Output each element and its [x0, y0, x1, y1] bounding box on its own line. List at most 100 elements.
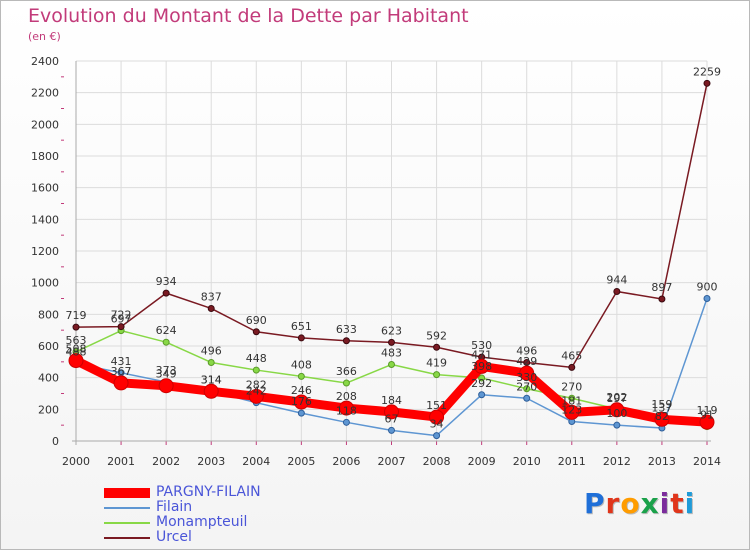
- data-point: [568, 363, 576, 371]
- chart-unit-label: (en €): [28, 30, 61, 43]
- data-point: [658, 295, 666, 303]
- data-point: [297, 409, 305, 417]
- data-point: [613, 421, 621, 429]
- logo-letter: r: [605, 487, 621, 520]
- y-tick-label: 600: [38, 340, 59, 353]
- data-point: [523, 385, 531, 393]
- data-point: [72, 323, 80, 331]
- data-label: 429: [516, 355, 537, 368]
- x-tick-label: 2007: [378, 455, 406, 468]
- data-point: [338, 400, 354, 416]
- legend-swatch: [104, 522, 150, 524]
- logo-letter: i: [684, 487, 696, 520]
- data-point: [342, 337, 350, 345]
- data-label: 496: [516, 344, 537, 357]
- data-label: 118: [336, 404, 357, 417]
- y-tick-label: 200: [38, 403, 59, 416]
- data-label: 82: [655, 410, 669, 423]
- data-label: 633: [336, 323, 357, 336]
- data-label: 722: [111, 309, 132, 322]
- data-label: 651: [291, 320, 312, 333]
- data-label: 563: [66, 334, 87, 347]
- data-label: 373: [156, 364, 177, 377]
- y-tick-label: 2000: [31, 118, 59, 131]
- data-label: 282: [246, 378, 267, 391]
- logo-letter: i: [659, 487, 671, 520]
- data-point: [613, 288, 621, 296]
- data-label: 624: [156, 324, 177, 337]
- data-point: [609, 402, 625, 418]
- data-point: [433, 432, 441, 440]
- y-tick-label: 2400: [31, 55, 59, 68]
- data-label: 184: [381, 394, 402, 407]
- data-point: [297, 372, 305, 380]
- data-label: 151: [426, 399, 447, 412]
- data-label: 483: [381, 347, 402, 360]
- logo-letter: o: [620, 487, 641, 520]
- x-tick-label: 2001: [107, 455, 135, 468]
- data-point: [342, 418, 350, 426]
- data-label: 202: [606, 391, 627, 404]
- data-point: [519, 365, 535, 381]
- data-label: 34: [430, 418, 444, 431]
- legend-label: PARGNY-FILAIN: [156, 484, 261, 500]
- data-label: 530: [471, 339, 492, 352]
- data-label: 197: [606, 392, 627, 405]
- data-label: 349: [156, 368, 177, 381]
- logo-letter: t: [670, 487, 685, 520]
- x-tick-label: 2006: [332, 455, 360, 468]
- data-point: [564, 404, 580, 420]
- data-label: 159: [651, 398, 672, 411]
- data-point: [433, 371, 441, 379]
- legend-label: Filain: [156, 499, 193, 515]
- data-point: [252, 328, 260, 336]
- data-point: [158, 378, 174, 394]
- legend-label: Monampteuil: [156, 514, 248, 530]
- data-label: 690: [246, 314, 267, 327]
- data-label: 67: [385, 412, 399, 425]
- data-point: [162, 338, 170, 346]
- data-label: 246: [291, 384, 312, 397]
- data-point: [68, 353, 84, 369]
- data-label: 697: [111, 313, 132, 326]
- data-label: 398: [471, 360, 492, 373]
- data-label: 934: [156, 275, 177, 288]
- y-tick-label: 1200: [31, 245, 59, 258]
- data-point: [293, 394, 309, 410]
- data-point: [699, 414, 715, 430]
- data-point: [703, 295, 711, 302]
- x-tick-label: 2012: [603, 455, 631, 468]
- y-tick-label: 1800: [31, 150, 59, 163]
- y-tick-label: 1000: [31, 277, 59, 290]
- data-label: 176: [291, 395, 312, 408]
- y-tick-label: 800: [38, 308, 59, 321]
- x-tick-label: 2004: [242, 455, 270, 468]
- data-label: 431: [111, 355, 132, 368]
- data-point: [252, 366, 260, 374]
- data-label: 496: [201, 344, 222, 357]
- data-label: 408: [291, 358, 312, 371]
- data-label: 330: [516, 371, 537, 384]
- x-tick-label: 2008: [423, 455, 451, 468]
- data-label: 367: [111, 365, 132, 378]
- x-tick-label: 2003: [197, 455, 225, 468]
- data-point: [703, 79, 711, 87]
- data-label: 592: [426, 329, 447, 342]
- logo-letter: x: [640, 487, 660, 520]
- data-point: [388, 338, 395, 346]
- data-point: [113, 375, 129, 391]
- x-tick-label: 2014: [693, 455, 721, 468]
- data-label: 242: [246, 385, 267, 398]
- chart-title: Evolution du Montant de la Dette par Hab…: [28, 5, 469, 27]
- proxiti-logo: Proxiti: [584, 487, 695, 520]
- x-tick-label: 2010: [513, 455, 541, 468]
- legend-swatch: [104, 507, 150, 509]
- data-label: 181: [561, 394, 582, 407]
- data-point: [388, 426, 395, 434]
- data-point: [523, 394, 531, 402]
- y-tick-label: 400: [38, 372, 59, 385]
- x-tick-label: 2002: [152, 455, 180, 468]
- data-label: 119: [697, 404, 718, 417]
- data-label: 314: [201, 373, 222, 386]
